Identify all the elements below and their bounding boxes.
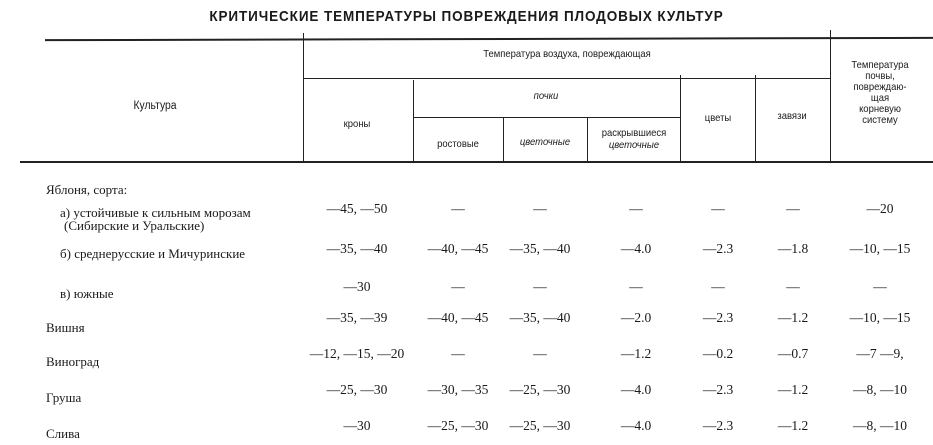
column-divider <box>755 75 756 162</box>
table-cell: — <box>711 201 725 216</box>
table-cell: —2.0 <box>620 310 652 325</box>
header-opened-buds-line1: раскрывшиеся <box>601 127 667 139</box>
row-label: в) южные <box>60 286 114 301</box>
header-soil-line: Температура <box>851 59 909 71</box>
table-cell: —10, —15 <box>849 241 911 256</box>
buds-group-rule <box>413 117 680 118</box>
row-label: Груша <box>46 390 82 405</box>
row-label: Слива <box>46 426 80 441</box>
table-cell: —7 —9, <box>856 346 904 361</box>
row-label: а) устойчивые к сильным морозам <box>60 205 251 220</box>
header-soil-line: корневую <box>859 103 901 115</box>
table-cell: —35, —39 <box>326 310 388 325</box>
table-cell: — <box>533 346 547 361</box>
table-cell: — <box>873 279 887 294</box>
table-cell: —30 <box>343 279 371 294</box>
table-cell: — <box>786 279 800 294</box>
header-opened-buds: раскрывшиеся цветочные <box>602 127 666 151</box>
table-cell: —35, —40 <box>509 310 571 325</box>
header-growth-buds: ростовые <box>437 138 479 150</box>
table-cell: — <box>711 279 725 294</box>
table-cell: —1.2 <box>777 382 809 397</box>
header-soil: Температура почвы, повреждаю- щая корнев… <box>851 60 908 126</box>
group-label-apple: Яблоня, сорта: <box>46 182 128 197</box>
header-flower-buds: цветочные <box>519 136 571 148</box>
column-divider <box>830 30 831 162</box>
header-culture: Культура <box>133 100 177 112</box>
table-cell: —2.3 <box>702 382 734 397</box>
table-cell: —10, —15 <box>849 310 911 325</box>
header-bottom-rule <box>20 161 933 163</box>
table-cell: — <box>629 201 643 216</box>
table-cell: —4.0 <box>620 418 652 433</box>
table-cell: —0.7 <box>777 346 809 361</box>
table-cell: —2.3 <box>702 310 734 325</box>
header-air-temperature: Температура воздуха, повреждающая <box>483 48 651 60</box>
table-cell: —35, —40 <box>509 241 571 256</box>
table-cell: —1.2 <box>620 346 652 361</box>
table-cell: — <box>629 279 643 294</box>
header-flowers: цветы <box>704 112 732 124</box>
table-cell: —35, —40 <box>326 241 388 256</box>
column-divider <box>680 75 681 162</box>
header-soil-line: щая <box>870 92 890 104</box>
header-crowns: кроны <box>343 118 371 130</box>
column-divider <box>503 118 504 162</box>
table-cell: —45, —50 <box>326 201 388 216</box>
table-cell: —1.2 <box>777 310 809 325</box>
column-divider <box>303 33 304 162</box>
table-cell: —25, —30 <box>427 418 489 433</box>
table-cell: —1.8 <box>777 241 809 256</box>
table-cell: —20 <box>866 201 894 216</box>
row-label: (Сибирские и Уральские) <box>64 218 205 233</box>
table-cell: —25, —30 <box>509 382 571 397</box>
table-cell: —2.3 <box>702 241 734 256</box>
header-soil-line: почвы, <box>865 70 895 82</box>
table-cell: —2.3 <box>702 418 734 433</box>
table-cell: —25, —30 <box>326 382 388 397</box>
table-cell: — <box>533 279 547 294</box>
table-cell: —25, —30 <box>509 418 571 433</box>
column-divider <box>587 118 588 162</box>
column-divider <box>413 80 414 162</box>
table-cell: — <box>451 346 465 361</box>
table-cell: —40, —45 <box>427 310 489 325</box>
table-cell: —30, —35 <box>427 382 489 397</box>
air-group-rule <box>303 78 830 79</box>
row-label: б) среднерусские и Мичуринские <box>60 246 246 261</box>
table-cell: —4.0 <box>620 241 652 256</box>
table-cell: —4.0 <box>620 382 652 397</box>
header-soil-line: повреждаю- <box>853 81 907 93</box>
header-buds: почки <box>533 90 559 102</box>
top-rule <box>44 36 933 42</box>
table-cell: — <box>451 279 465 294</box>
table-cell: —30 <box>343 418 371 433</box>
row-label: Виноград <box>46 354 100 369</box>
header-soil-line: систему <box>862 114 898 126</box>
table-cell: —8, —10 <box>853 418 907 433</box>
header-ovaries: завязи <box>777 110 807 122</box>
table-cell: —1.2 <box>777 418 809 433</box>
table-cell: —40, —45 <box>427 241 489 256</box>
table-cell: — <box>451 201 465 216</box>
table-title: КРИТИЧЕСКИЕ ТЕМПЕРАТУРЫ ПОВРЕЖДЕНИЯ ПЛОД… <box>209 8 724 25</box>
table-cell: —8, —10 <box>853 382 907 397</box>
table-cell: —12, —15, —20 <box>309 346 405 361</box>
table-cell: —0.2 <box>702 346 734 361</box>
header-opened-buds-line2: цветочные <box>608 139 660 151</box>
table-cell: — <box>786 201 800 216</box>
row-label: Вишня <box>46 320 85 335</box>
table-cell: — <box>533 201 547 216</box>
